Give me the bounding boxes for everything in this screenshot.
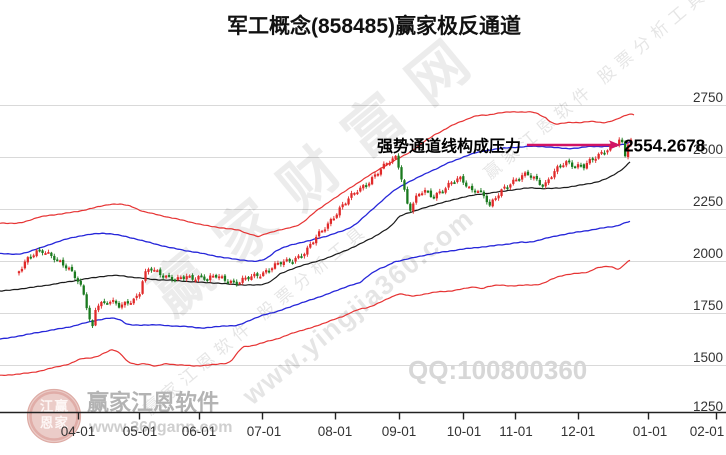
svg-text:11-01: 11-01 bbox=[499, 424, 533, 439]
svg-text:家: 家 bbox=[55, 415, 69, 431]
svg-text:2750: 2750 bbox=[693, 90, 723, 105]
svg-text:2554.2678: 2554.2678 bbox=[624, 136, 706, 156]
svg-text:01-01: 01-01 bbox=[633, 424, 668, 439]
svg-text:QQ:100800360: QQ:100800360 bbox=[408, 355, 587, 385]
svg-text:2250: 2250 bbox=[693, 194, 723, 209]
svg-text:05-01: 05-01 bbox=[123, 424, 158, 439]
svg-text:1750: 1750 bbox=[693, 298, 723, 313]
svg-text:赢: 赢 bbox=[55, 398, 69, 414]
svg-text:07-01: 07-01 bbox=[247, 424, 282, 439]
svg-text:09-01: 09-01 bbox=[382, 424, 417, 439]
svg-text:02-01: 02-01 bbox=[690, 424, 725, 439]
svg-text:军工概念(858485)赢家极反通道: 军工概念(858485)赢家极反通道 bbox=[227, 14, 521, 38]
svg-text:1500: 1500 bbox=[693, 350, 723, 365]
svg-text:1250: 1250 bbox=[693, 399, 723, 414]
svg-text:2000: 2000 bbox=[693, 246, 723, 261]
svg-text:恩: 恩 bbox=[40, 416, 54, 431]
svg-text:08-01: 08-01 bbox=[318, 424, 353, 439]
svg-text:10-01: 10-01 bbox=[447, 424, 482, 439]
svg-text:赢家江恩软件: 赢家江恩软件 bbox=[87, 390, 219, 415]
svg-text:强势通道线构成压力: 强势通道线构成压力 bbox=[377, 137, 521, 156]
svg-text:2500: 2500 bbox=[693, 142, 723, 157]
svg-text:04-01: 04-01 bbox=[61, 424, 96, 439]
svg-text:06-01: 06-01 bbox=[182, 424, 217, 439]
svg-text:www.360gann.com: www.360gann.com bbox=[88, 419, 232, 436]
svg-text:江: 江 bbox=[40, 398, 54, 414]
svg-text:12-01: 12-01 bbox=[561, 424, 596, 439]
